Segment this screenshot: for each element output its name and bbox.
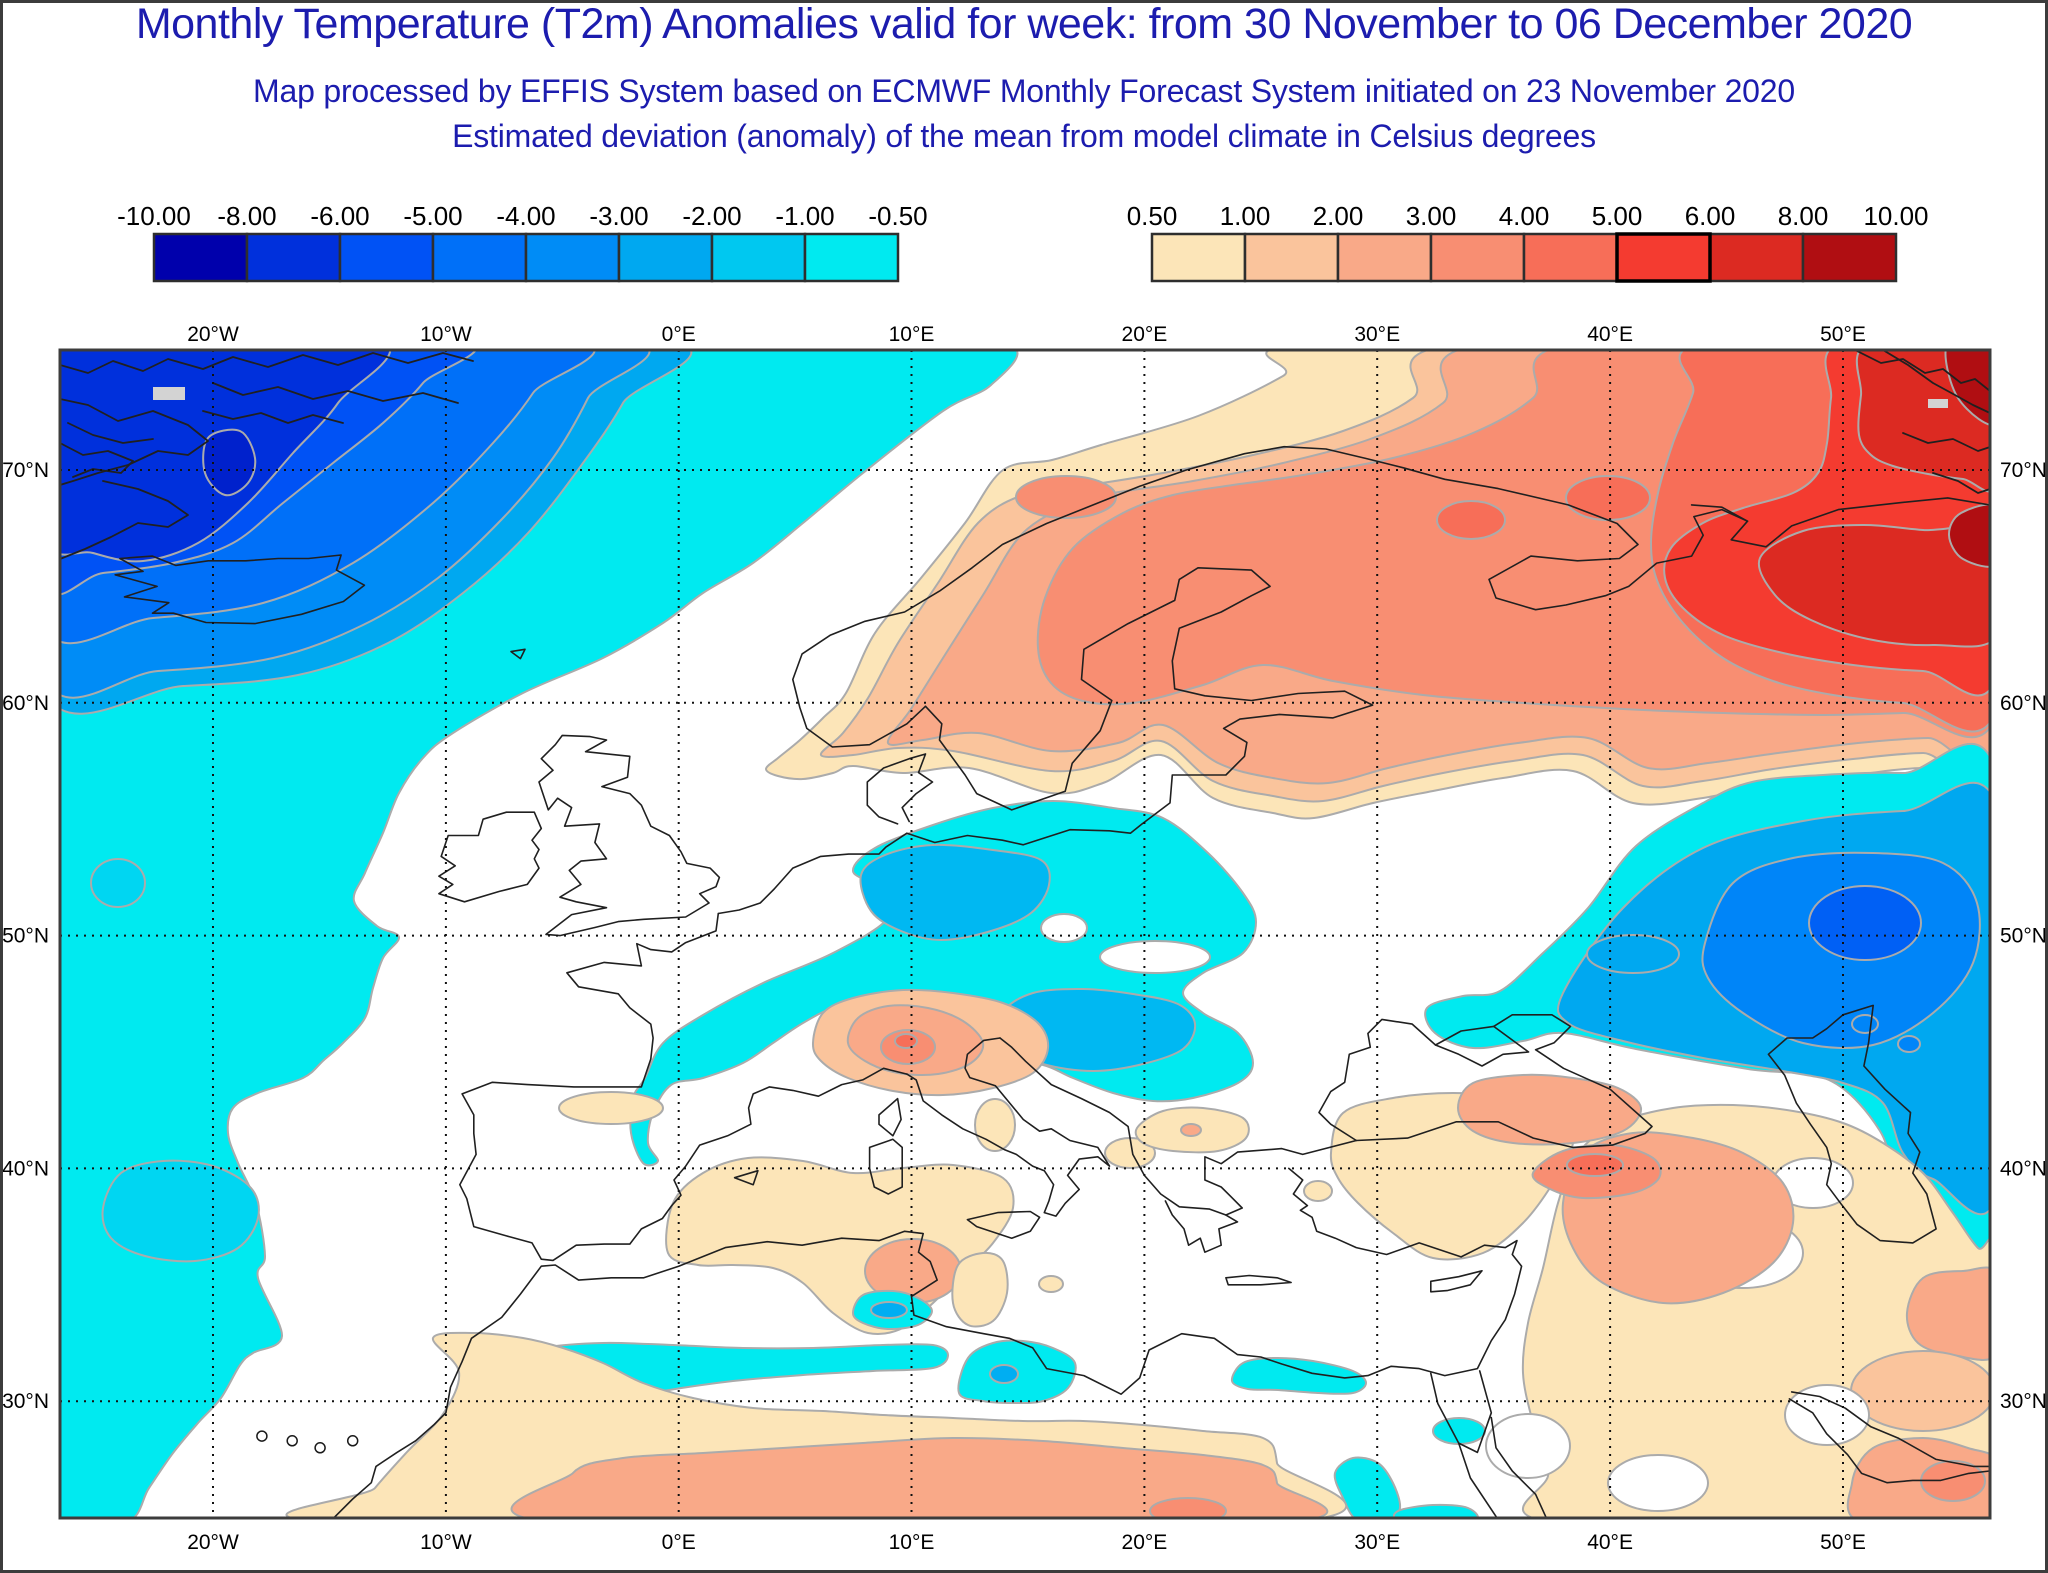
svg-text:40°N: 40°N [2000,1157,2047,1180]
svg-text:-10.00: -10.00 [117,201,191,231]
svg-text:30°N: 30°N [2000,1390,2047,1413]
svg-text:30°N: 30°N [3,1390,49,1413]
svg-text:0°E: 0°E [662,323,696,346]
svg-text:-6.00: -6.00 [310,201,369,231]
svg-text:50°N: 50°N [2000,925,2047,948]
svg-text:30°E: 30°E [1354,1531,1400,1554]
svg-text:-2.00: -2.00 [682,201,741,231]
svg-text:20°W: 20°W [187,323,239,346]
svg-text:40°E: 40°E [1587,323,1633,346]
svg-text:-8.00: -8.00 [217,201,276,231]
svg-text:70°N: 70°N [3,459,49,482]
svg-text:60°N: 60°N [3,692,49,715]
svg-text:-5.00: -5.00 [403,201,462,231]
svg-text:0.50: 0.50 [1127,201,1178,231]
svg-text:20°E: 20°E [1122,323,1168,346]
svg-text:20°W: 20°W [187,1531,239,1554]
svg-text:20°E: 20°E [1122,1531,1168,1554]
svg-text:-4.00: -4.00 [496,201,555,231]
svg-text:3.00: 3.00 [1406,201,1457,231]
svg-text:60°N: 60°N [2000,692,2047,715]
svg-text:70°N: 70°N [2000,459,2047,482]
svg-text:5.00: 5.00 [1592,201,1643,231]
svg-text:10°E: 10°E [889,323,935,346]
svg-text:-3.00: -3.00 [589,201,648,231]
svg-text:10°W: 10°W [420,323,472,346]
svg-text:-0.50: -0.50 [868,201,927,231]
svg-text:10°W: 10°W [420,1531,472,1554]
svg-text:40°E: 40°E [1587,1531,1633,1554]
svg-text:0°E: 0°E [662,1531,696,1554]
svg-text:8.00: 8.00 [1778,201,1829,231]
svg-text:4.00: 4.00 [1499,201,1550,231]
svg-text:50°N: 50°N [3,925,49,948]
svg-text:10°E: 10°E [889,1531,935,1554]
svg-text:50°E: 50°E [1820,323,1866,346]
svg-text:1.00: 1.00 [1220,201,1271,231]
svg-text:2.00: 2.00 [1313,201,1364,231]
svg-text:10.00: 10.00 [1863,201,1928,231]
svg-text:-1.00: -1.00 [775,201,834,231]
svg-text:40°N: 40°N [3,1157,49,1180]
svg-text:30°E: 30°E [1354,323,1400,346]
svg-text:6.00: 6.00 [1685,201,1736,231]
svg-text:50°E: 50°E [1820,1531,1866,1554]
